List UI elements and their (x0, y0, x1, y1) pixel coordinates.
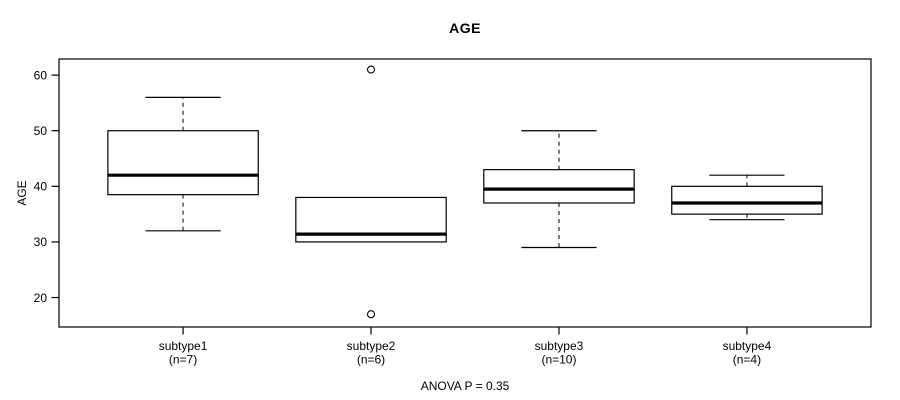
category-sublabel: (n=10) (541, 353, 576, 367)
y-tick-label: 30 (34, 235, 48, 249)
outlier-point (366, 65, 376, 74)
category-label: subtype4 (723, 339, 772, 353)
category-label: subtype2 (347, 339, 396, 353)
y-tick-label: 40 (34, 180, 48, 194)
category-sublabel: (n=6) (357, 353, 385, 367)
iqr-box (483, 169, 635, 204)
y-tick-label: 60 (34, 68, 48, 82)
category-sublabel: (n=7) (169, 353, 197, 367)
y-tick-label: 50 (34, 124, 48, 138)
box-subtype1 (107, 96, 259, 232)
outlier-point (366, 310, 376, 319)
category-label: subtype3 (535, 339, 584, 353)
iqr-box (107, 130, 259, 196)
category-sublabel: (n=4) (733, 353, 761, 367)
box-subtype4 (671, 174, 823, 221)
category-label: subtype1 (159, 339, 208, 353)
box-subtype2 (295, 65, 447, 319)
plot-border (58, 58, 872, 328)
iqr-box (671, 185, 823, 215)
y-axis: 20 30 40 50 60 (34, 68, 59, 305)
box-subtype3 (483, 130, 635, 249)
x-axis: subtype1(n=7) subtype2(n=6) subtype3(n=10)… (159, 327, 772, 367)
anova-annotation: ANOVA P = 0.35 (420, 379, 510, 393)
chart-title: AGE (449, 20, 481, 36)
y-tick-label: 20 (34, 291, 48, 305)
